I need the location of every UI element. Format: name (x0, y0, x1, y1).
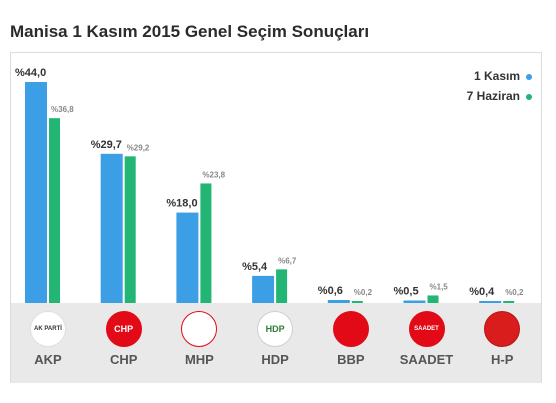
party-label-bbp: BBP (337, 352, 365, 367)
bar-value-label: %23,8 (202, 170, 225, 179)
bar-akp-haziran (49, 118, 60, 303)
legend-item-7-haziran: 7 Haziran (467, 89, 532, 103)
bar-hdp-haziran (276, 269, 288, 303)
bar-akp-kasim (25, 82, 47, 303)
bar-h-p-kasim (479, 300, 502, 303)
bbp-logo (332, 311, 369, 347)
party-label-chp: CHP (109, 352, 138, 367)
legend-label: 1 Kasım (473, 69, 520, 83)
bar-value-label: %36,8 (51, 105, 74, 114)
bar-mhp-kasim (176, 212, 199, 303)
bar-chp-kasim (100, 153, 123, 303)
legend-item-1-kasim: 1 Kasım (474, 69, 532, 83)
party-label-akp: AKP (34, 352, 62, 367)
party-label-saadet: SAADET (399, 352, 454, 367)
hak-ve-ozgurlukler-logo (484, 311, 521, 347)
bar-value-label: %29,7 (91, 139, 122, 151)
party-label-mhp: MHP (184, 352, 214, 367)
bar-value-label: %5,4 (242, 261, 268, 273)
logo-text: CHP (114, 324, 134, 334)
chart-title: Manisa 1 Kasım 2015 Genel Seçim Sonuçlar… (10, 22, 370, 41)
bar-value-label: %0,2 (505, 288, 524, 297)
logo-text: AK PARTİ (34, 326, 62, 332)
hdp-logo: HDP (257, 311, 294, 347)
saadet-logo: SAADET (408, 311, 445, 347)
bar-h-p-haziran (503, 301, 515, 303)
bar-chp-haziran (124, 156, 136, 303)
legend-dot (526, 93, 532, 100)
bar-value-label: %6,7 (278, 256, 297, 265)
bar-saadet-kasim (403, 300, 426, 303)
bar-value-label: %0,4 (469, 286, 495, 298)
bar-value-label: %0,6 (318, 285, 343, 297)
bar-bbp-kasim (327, 299, 350, 303)
logo-text: SAADET (414, 326, 439, 332)
bar-value-label: %29,2 (127, 143, 150, 152)
mhp-logo (181, 311, 218, 347)
bar-value-label: %0,5 (394, 285, 419, 297)
party-label-h-p: H-P (490, 352, 514, 367)
bar-value-label: %44,0 (15, 67, 46, 79)
logo-text: HDP (265, 324, 285, 334)
bar-value-label: %0,2 (354, 288, 373, 297)
bar-saadet-haziran (427, 295, 439, 303)
legend-dot (526, 73, 532, 80)
bar-hdp-kasim (252, 275, 275, 303)
bar-value-label: %1,5 (430, 282, 449, 291)
ak-parti-logo: AK PARTİ (30, 311, 66, 347)
party-label-hdp: HDP (261, 352, 289, 367)
bar-value-label: %18,0 (166, 198, 197, 210)
bar-mhp-haziran (200, 183, 212, 303)
legend-label: 7 Haziran (466, 89, 520, 103)
chp-logo: CHP (105, 311, 142, 347)
bar-bbp-haziran (351, 301, 363, 303)
